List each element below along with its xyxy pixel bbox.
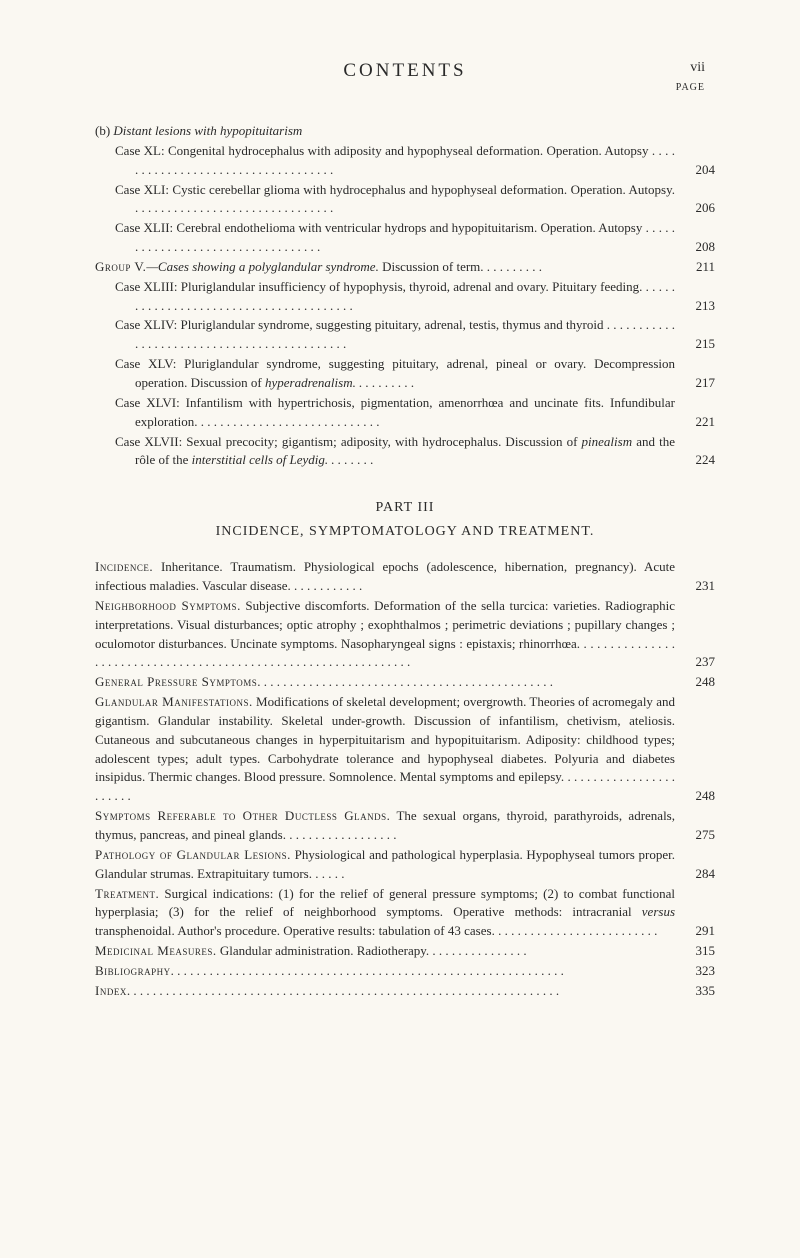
page-number: 215 [692, 335, 716, 354]
toc-entry: Treatment. Surgical indications: (1) for… [95, 885, 715, 942]
toc-entry-text: Incidence. Inheritance. Traumatism. Phys… [95, 558, 715, 596]
toc-entry: (b) Distant lesions with hypopituitarism [95, 122, 715, 141]
entries-section-1: (b) Distant lesions with hypopituitarism… [95, 122, 715, 470]
toc-entry-text: Symptoms Referable to Other Ductless Gla… [95, 807, 715, 845]
page-number: 335 [692, 982, 716, 1001]
toc-entry: Group V.—Cases showing a polyglandular s… [95, 258, 715, 277]
part-label: PART III [95, 500, 715, 516]
toc-entry-text: Case XLII: Cerebral endothelioma with ve… [95, 219, 715, 257]
page-number: 237 [692, 653, 716, 672]
toc-entry: Case XLI: Cystic cerebellar glioma with … [95, 181, 715, 219]
toc-entry-text: Case XLIV: Pluriglandular syndrome, sugg… [95, 316, 715, 354]
toc-entry-text: Case XLVI: Infantilism with hypertrichos… [95, 394, 715, 432]
toc-entry-text: Medicinal Measures. Glandular administra… [95, 942, 715, 961]
toc-entry-text: Glandular Manifestations. Modifications … [95, 693, 715, 806]
page-number: 208 [692, 238, 716, 257]
page-number: 275 [692, 826, 716, 845]
page-number: 211 [692, 258, 715, 277]
toc-entry-text: Treatment. Surgical indications: (1) for… [95, 885, 715, 942]
toc-entry: Incidence. Inheritance. Traumatism. Phys… [95, 558, 715, 596]
page-number: 248 [692, 673, 716, 692]
toc-entry-text: Case XLV: Pluriglandular syndrome, sugge… [95, 355, 715, 393]
toc-entry-text: Index. . . . . . . . . . . . . . . . . .… [95, 982, 715, 1001]
page-number: 284 [692, 865, 716, 884]
toc-entry-text: Group V.—Cases showing a polyglandular s… [95, 258, 715, 277]
toc-entry: Medicinal Measures. Glandular administra… [95, 942, 715, 961]
toc-entry-text: Case XL: Congenital hydrocephalus with a… [95, 142, 715, 180]
page-number: 231 [692, 577, 716, 596]
toc-entry-text: Case XLVII: Sexual precocity; gigantism;… [95, 433, 715, 471]
page-number: 204 [692, 161, 716, 180]
toc-entry: Case XLIV: Pluriglandular syndrome, sugg… [95, 316, 715, 354]
toc-entry: Case XLVI: Infantilism with hypertrichos… [95, 394, 715, 432]
toc-entry: General Pressure Symptoms. . . . . . . .… [95, 673, 715, 692]
page-number: 291 [692, 922, 716, 941]
toc-entry: Case XLII: Cerebral endothelioma with ve… [95, 219, 715, 257]
page-number: 206 [692, 199, 716, 218]
toc-entry: Neighborhood Symptoms. Subjective discom… [95, 597, 715, 672]
entries-section-2: Incidence. Inheritance. Traumatism. Phys… [95, 558, 715, 1000]
page-number: 315 [692, 942, 716, 961]
page-number: 213 [692, 297, 716, 316]
toc-entry: Case XLVII: Sexual precocity; gigantism;… [95, 433, 715, 471]
toc-entry: Case XL: Congenital hydrocephalus with a… [95, 142, 715, 180]
toc-entry: Index. . . . . . . . . . . . . . . . . .… [95, 982, 715, 1001]
toc-entry: Glandular Manifestations. Modifications … [95, 693, 715, 806]
contents-title: CONTENTS [185, 60, 625, 82]
toc-entry-text: Pathology of Glandular Lesions. Physiolo… [95, 846, 715, 884]
page-number: 221 [692, 413, 716, 432]
toc-entry-text: Neighborhood Symptoms. Subjective discom… [95, 597, 715, 672]
part-title: INCIDENCE, SYMPTOMATOLOGY AND TREATMENT. [95, 524, 715, 540]
toc-entry-text: Case XLI: Cystic cerebellar glioma with … [95, 181, 715, 219]
toc-entry-text: Bibliography. . . . . . . . . . . . . . … [95, 962, 715, 981]
toc-entry: Case XLIII: Pluriglandular insufficiency… [95, 278, 715, 316]
page-number: 224 [692, 451, 716, 470]
toc-entry-text: General Pressure Symptoms. . . . . . . .… [95, 673, 715, 692]
toc-entry-text: (b) Distant lesions with hypopituitarism [95, 122, 715, 141]
page-label: PAGE [676, 82, 705, 93]
page-number: 323 [692, 962, 716, 981]
page-number: 248 [692, 787, 716, 806]
toc-entry-text: Case XLIII: Pluriglandular insufficiency… [95, 278, 715, 316]
page-roman: vii [690, 60, 705, 76]
page-number: 217 [692, 374, 716, 393]
toc-entry: Case XLV: Pluriglandular syndrome, sugge… [95, 355, 715, 393]
toc-entry: Symptoms Referable to Other Ductless Gla… [95, 807, 715, 845]
toc-entry: Bibliography. . . . . . . . . . . . . . … [95, 962, 715, 981]
toc-entry: Pathology of Glandular Lesions. Physiolo… [95, 846, 715, 884]
